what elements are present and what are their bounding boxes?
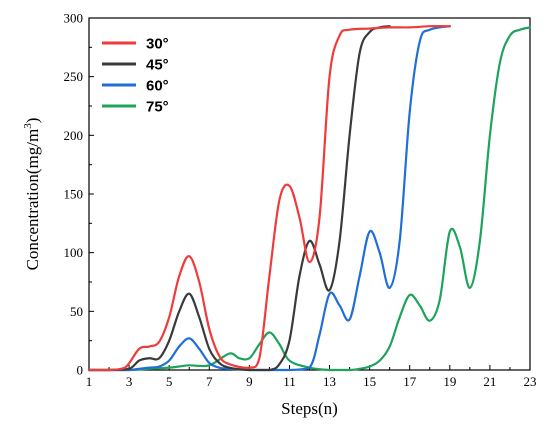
series-line: [87, 25, 451, 372]
series-line: [87, 25, 391, 372]
y-tick-label: 250: [64, 69, 84, 84]
y-axis-title-superscript: 3: [22, 123, 34, 129]
x-tick-label: 3: [126, 374, 133, 389]
x-tick-label: 1: [86, 374, 93, 389]
series-lines: [87, 25, 532, 372]
y-tick-label: 200: [64, 128, 84, 143]
x-tick-label: 23: [524, 374, 537, 389]
legend-label: 75°: [146, 99, 169, 116]
y-tick-label: 300: [64, 11, 84, 26]
x-tick-label: 13: [323, 374, 336, 389]
y-tick-label: 0: [77, 363, 84, 378]
x-tick-label: 17: [403, 374, 417, 389]
legend-label: 60°: [146, 78, 169, 95]
y-tick-label: 50: [70, 304, 83, 319]
x-axis-title: Steps(n): [281, 399, 338, 418]
y-tick-label: 100: [64, 245, 84, 260]
legend-label: 30°: [146, 36, 169, 53]
x-tick-label: 11: [283, 374, 296, 389]
x-tick-label: 21: [483, 374, 496, 389]
series-line: [87, 25, 451, 372]
x-tick-label: 15: [363, 374, 376, 389]
y-axis-title-main: Concentration(mg/m: [23, 129, 42, 271]
x-tick-label: 19: [443, 374, 456, 389]
x-tick-label: 5: [166, 374, 173, 389]
legend-label: 45°: [146, 57, 169, 74]
x-tick-label: 7: [206, 374, 213, 389]
series-line: [87, 26, 532, 372]
legend: 30° 45° 60° 75°: [102, 36, 169, 116]
x-tick-label: 9: [246, 374, 253, 389]
y-tick-label: 150: [64, 187, 84, 202]
y-axis-title: Concentration(mg/m3): [22, 118, 42, 271]
y-axis-title-close: ): [23, 118, 42, 124]
